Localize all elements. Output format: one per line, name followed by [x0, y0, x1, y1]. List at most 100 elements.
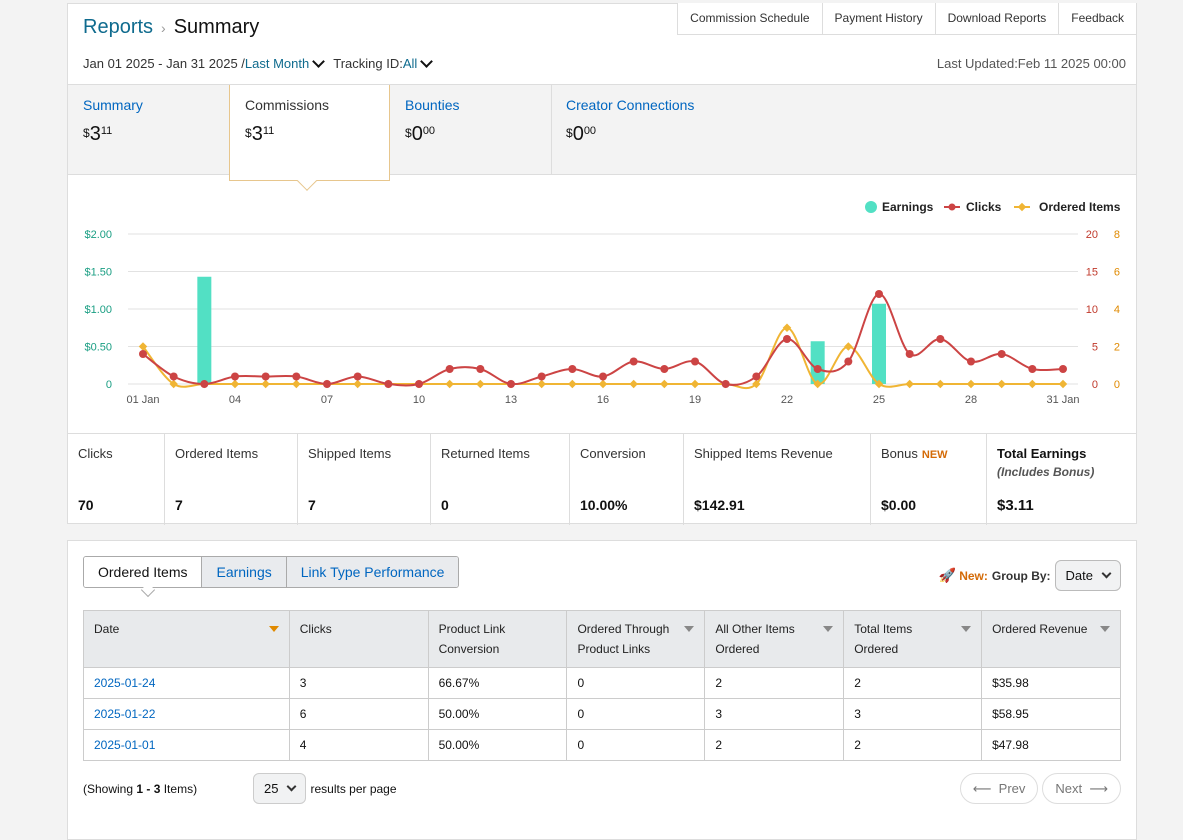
ordered-items-point: [445, 379, 454, 389]
earnings-bar: [810, 341, 825, 384]
report-tabs: Ordered Items Earnings Link Type Perform…: [83, 556, 460, 588]
table-row: 2025-01-22 6 50.00% 0 3 3 $58.95: [83, 698, 1121, 730]
period-dropdown[interactable]: Last Month: [244, 56, 310, 71]
tab-divider: [551, 85, 552, 175]
col-date[interactable]: Date: [83, 610, 290, 668]
date-link[interactable]: 2025-01-22: [83, 698, 290, 730]
col-ordered-revenue[interactable]: Ordered Revenue: [981, 610, 1121, 668]
table-cell: 6: [288, 698, 429, 730]
clicks-point: [568, 365, 577, 373]
ordered-items-point: [874, 379, 884, 389]
table-cell: 3: [704, 698, 845, 730]
date-link[interactable]: 2025-01-24: [83, 667, 290, 699]
summary-card: Reports › Summary Commission Schedule Pa…: [67, 3, 1137, 525]
ordered-items-point: [844, 342, 853, 351]
y-left-tick-label: 0: [106, 379, 112, 391]
table-cell: $35.98: [981, 667, 1121, 699]
metric-label: Shipped Items: [308, 446, 392, 461]
ordered-items-point: [936, 379, 945, 389]
x-tick-label: 22: [781, 394, 793, 406]
sort-icon[interactable]: [961, 626, 972, 632]
prev-button[interactable]: ⟵ Prev: [959, 773, 1039, 804]
date-link[interactable]: 2025-01-01: [83, 729, 290, 761]
col-total-items[interactable]: Total Items Ordered: [843, 610, 983, 668]
x-tick-label: 25: [873, 394, 885, 406]
tab-commissions[interactable]: Commissions $311: [229, 85, 390, 181]
commission-schedule-link[interactable]: Commission Schedule: [677, 3, 823, 35]
y-right-clicks-tick-label: 5: [1092, 342, 1098, 354]
earnings-bar: [197, 276, 212, 384]
table-cell: 2: [704, 667, 845, 699]
ordered-items-point: [353, 379, 362, 389]
x-tick-label: 28: [965, 394, 977, 406]
per-page-select[interactable]: 25: [253, 773, 307, 804]
download-reports-link[interactable]: Download Reports: [934, 3, 1060, 35]
clicks-point: [844, 357, 853, 366]
ordered-items-point: [598, 379, 608, 389]
tab-value: $000: [405, 123, 436, 145]
clicks-point: [169, 372, 178, 381]
col-all-other-items[interactable]: All Other Items Ordered: [704, 610, 845, 668]
tab-label: Creator Connections: [566, 97, 695, 113]
x-tick-label: 13: [505, 394, 517, 406]
ordered-items-point: [1028, 379, 1037, 389]
clicks-point: [1059, 365, 1067, 373]
metric-label: Bonus NEW: [881, 446, 948, 461]
tab-link-type-performance[interactable]: Link Type Performance: [285, 557, 459, 587]
tab-ordered-items[interactable]: Ordered Items: [84, 557, 202, 587]
y-right-items-tick-label: 2: [1114, 342, 1120, 354]
next-button[interactable]: Next ⟶: [1042, 773, 1121, 804]
clicks-point: [231, 372, 239, 381]
tab-value: $000: [566, 123, 597, 145]
sort-icon[interactable]: [1100, 626, 1110, 632]
new-label: New:: [959, 568, 988, 583]
table-cell: 66.67%: [427, 667, 568, 699]
chevron-down-icon[interactable]: [420, 54, 434, 68]
x-tick-label: 10: [413, 394, 425, 406]
sort-icon[interactable]: [684, 626, 695, 632]
group-by-select[interactable]: Date: [1054, 560, 1121, 591]
clicks-point: [813, 365, 822, 373]
col-ordered-through-links[interactable]: Ordered Through Product Links: [566, 610, 706, 668]
x-tick-label: 31 Jan: [1046, 394, 1079, 406]
clicks-point: [261, 372, 270, 381]
tab-creator-connections[interactable]: Creator Connections $000: [551, 85, 811, 175]
chevron-down-icon: [1101, 568, 1112, 579]
table-header-row: Date Clicks Product Link Conversion Order…: [83, 610, 1121, 668]
clicks-point: [507, 380, 515, 388]
group-by-label: Group By:: [991, 568, 1051, 583]
legend-clicks-swatch: [948, 203, 956, 211]
y-right-items-tick-label: 6: [1114, 267, 1120, 279]
tracking-id-dropdown[interactable]: All: [402, 56, 418, 71]
rocket-icon: 🚀: [938, 567, 957, 583]
per-page-control: 25 results per page: [253, 773, 397, 804]
legend-ordered-items-label: Ordered Items: [1039, 200, 1121, 214]
metric-label: Total Earnings: [997, 446, 1087, 461]
sort-desc-icon[interactable]: [268, 626, 279, 632]
chevron-down-icon[interactable]: [312, 54, 326, 68]
feedback-link[interactable]: Feedback: [1058, 3, 1137, 35]
metric-sublabel: (Includes Bonus): [997, 465, 1095, 479]
ordered-items-point: [537, 379, 546, 389]
table-cell: 0: [566, 698, 706, 730]
ordered-items-point: [568, 379, 577, 389]
y-right-items-tick-label: 0: [1114, 379, 1120, 391]
tab-summary[interactable]: Summary $311: [68, 85, 229, 175]
payment-history-link[interactable]: Payment History: [821, 3, 936, 35]
breadcrumb-reports-link[interactable]: Reports: [83, 16, 154, 38]
metric-value: $0.00: [881, 497, 917, 513]
tab-value: $311: [83, 123, 113, 145]
metric-conversion: Conversion 10.00%: [570, 434, 684, 525]
tab-earnings[interactable]: Earnings: [201, 557, 286, 587]
metric-label: Ordered Items: [175, 446, 259, 461]
ordered-items-point: [230, 379, 240, 389]
metric-value: $142.91: [694, 497, 745, 513]
tab-bounties[interactable]: Bounties $000: [390, 85, 551, 175]
metric-ordered-items: Ordered Items 7: [165, 434, 298, 525]
tracking-id-label: Tracking ID:: [333, 56, 403, 71]
metric-label: Shipped Items Revenue: [694, 446, 833, 461]
y-right-items-tick-label: 4: [1114, 304, 1120, 316]
x-tick-label: 04: [229, 394, 241, 406]
sort-icon[interactable]: [823, 626, 834, 632]
ordered-items-table: Date Clicks Product Link Conversion Order…: [83, 610, 1121, 761]
